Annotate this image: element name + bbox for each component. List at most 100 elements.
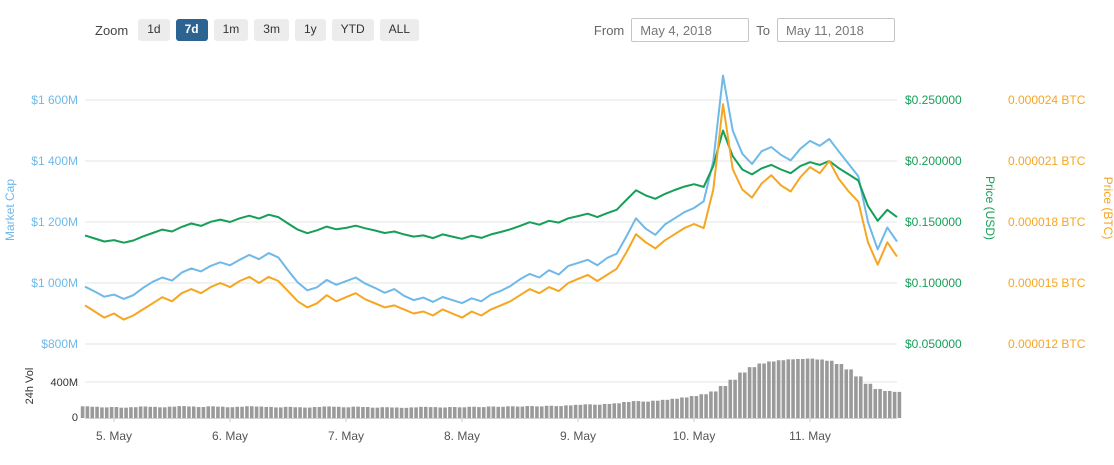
volume-bar bbox=[85, 406, 90, 418]
volume-bar bbox=[800, 358, 805, 418]
zoom-button-all[interactable]: ALL bbox=[379, 19, 419, 41]
volume-bar bbox=[278, 407, 283, 418]
volume-bar bbox=[757, 363, 762, 418]
volume-bar bbox=[554, 406, 559, 418]
volume-bar bbox=[394, 407, 399, 418]
volume-bar bbox=[863, 383, 868, 418]
volume-bar bbox=[626, 401, 631, 418]
volume-bar bbox=[317, 407, 322, 418]
volume-bar bbox=[854, 376, 858, 418]
volume-bar bbox=[767, 361, 771, 418]
volume-bar bbox=[90, 406, 95, 418]
volume-bar bbox=[365, 407, 370, 418]
price-usd-axis-label: $0.100000 bbox=[905, 276, 962, 290]
price-usd-axis-label: $0.250000 bbox=[905, 93, 962, 107]
volume-bar bbox=[617, 403, 621, 418]
from-date-input[interactable] bbox=[631, 18, 750, 42]
volume-bar bbox=[477, 407, 481, 418]
volume-bar bbox=[704, 394, 708, 418]
volume-bar bbox=[254, 406, 259, 418]
zoom-button-3m[interactable]: 3m bbox=[254, 19, 289, 41]
volume-bar bbox=[728, 379, 733, 418]
volume-bar bbox=[390, 407, 394, 418]
volume-bar bbox=[887, 391, 892, 418]
volume-bar bbox=[124, 407, 128, 418]
volume-bar bbox=[559, 406, 563, 418]
volume-bar bbox=[322, 406, 327, 418]
volume-bar bbox=[689, 396, 694, 418]
volume-bar bbox=[631, 401, 636, 418]
volume-bar bbox=[356, 406, 360, 418]
x-axis-label: 8. May bbox=[444, 429, 480, 443]
volume-bar bbox=[718, 386, 723, 418]
volume-bar bbox=[269, 406, 273, 418]
volume-bar bbox=[133, 407, 138, 418]
price-btc--line bbox=[84, 103, 898, 321]
volume-bar bbox=[312, 407, 317, 418]
volume-bar bbox=[535, 406, 539, 418]
volume-bar bbox=[80, 406, 85, 418]
volume-bar bbox=[148, 406, 153, 418]
zoom-button-1m[interactable]: 1m bbox=[213, 19, 249, 41]
volume-bar bbox=[699, 394, 704, 418]
volume-bar bbox=[129, 407, 133, 418]
price-usd-axis-label: $0.200000 bbox=[905, 154, 962, 168]
volume-bar bbox=[104, 407, 109, 418]
volume-bar bbox=[742, 372, 747, 418]
volume-bar bbox=[588, 404, 592, 418]
volume-bar bbox=[274, 407, 278, 418]
volume-bar bbox=[549, 405, 554, 418]
market-cap-axis-label: $1 200M bbox=[31, 215, 78, 229]
market-cap-line bbox=[84, 74, 898, 305]
volume-bar bbox=[675, 398, 679, 418]
volume-bar bbox=[114, 407, 119, 418]
volume-bar bbox=[259, 406, 264, 418]
volume-bar bbox=[776, 360, 781, 418]
volume-axis-title: 24h Vol bbox=[24, 368, 36, 405]
volume-bar bbox=[897, 391, 902, 418]
volume-bar bbox=[283, 406, 288, 418]
zoom-button-7d[interactable]: 7d bbox=[175, 19, 208, 41]
zoom-button-1y[interactable]: 1y bbox=[294, 19, 326, 41]
volume-bar bbox=[409, 407, 414, 418]
volume-bar bbox=[327, 406, 331, 418]
volume-bar bbox=[143, 406, 148, 418]
volume-bar bbox=[892, 391, 897, 418]
volume-bar bbox=[844, 369, 849, 418]
zoom-controls: Zoom 1d 7d 1m 3m 1y YTD ALL bbox=[95, 19, 419, 41]
volume-bar bbox=[433, 407, 438, 418]
volume-bar bbox=[138, 406, 143, 418]
volume-bar bbox=[336, 406, 341, 418]
zoom-label: Zoom bbox=[95, 22, 129, 38]
to-date-input[interactable] bbox=[777, 18, 895, 42]
volume-bar bbox=[351, 406, 356, 418]
volume-bar bbox=[738, 372, 742, 418]
volume-bar bbox=[636, 401, 641, 418]
volume-bar bbox=[481, 407, 486, 418]
volume-bar bbox=[593, 404, 597, 418]
volume-axis-label: 400M bbox=[50, 377, 78, 389]
volume-bar bbox=[815, 359, 820, 418]
volume-bar bbox=[191, 406, 196, 418]
volume-bar bbox=[713, 391, 718, 418]
volume-bar bbox=[568, 405, 573, 418]
volume-bar bbox=[646, 401, 650, 418]
zoom-button-1d[interactable]: 1d bbox=[138, 19, 170, 41]
volume-bar bbox=[172, 406, 177, 418]
volume-bar bbox=[796, 358, 800, 418]
volume-bar bbox=[245, 406, 249, 418]
volume-bar bbox=[158, 407, 162, 418]
price-btc-axis-label: 0.000021 BTC bbox=[1008, 154, 1086, 168]
volume-bar bbox=[167, 406, 172, 418]
volume-bar bbox=[472, 406, 476, 418]
volume-bar bbox=[462, 407, 467, 418]
volume-bar bbox=[829, 360, 834, 418]
x-axis-label: 5. May bbox=[96, 429, 132, 443]
zoom-button-ytd[interactable]: YTD bbox=[331, 19, 374, 41]
volume-bar bbox=[680, 397, 684, 418]
plot-area[interactable] bbox=[85, 60, 897, 425]
x-axis-label: 6. May bbox=[212, 429, 248, 443]
x-axis-label: 10. May bbox=[673, 429, 716, 443]
volume-bar bbox=[404, 407, 409, 418]
